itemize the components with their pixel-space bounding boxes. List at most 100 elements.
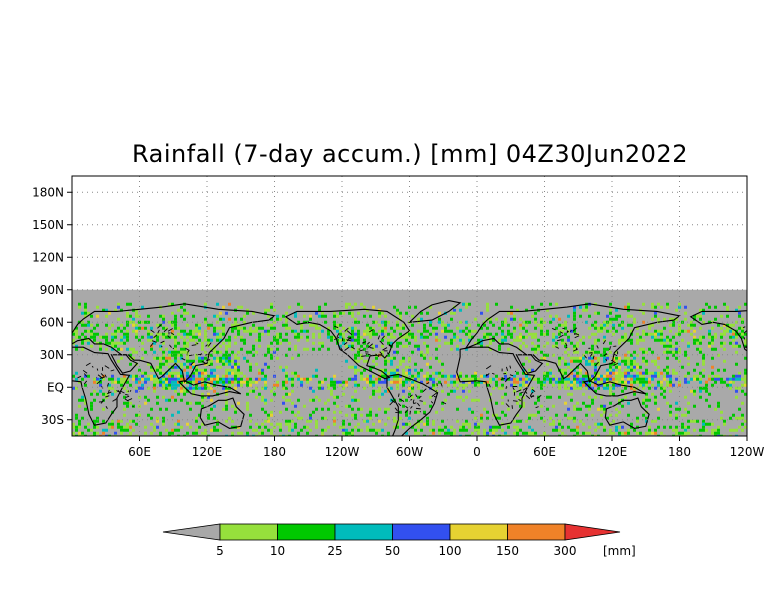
rain-cell	[96, 332, 99, 336]
rain-cell	[192, 338, 195, 342]
rain-cell	[426, 380, 429, 384]
rain-cell	[645, 350, 648, 354]
rain-cell	[636, 371, 639, 375]
rain-cell	[669, 344, 672, 348]
rain-cell	[81, 416, 84, 420]
rain-cell	[129, 431, 132, 435]
rain-cell	[228, 356, 231, 360]
rain-cell	[183, 329, 186, 333]
border-segment	[205, 344, 208, 347]
rain-cell	[369, 407, 372, 411]
rain-cell	[159, 356, 162, 360]
rain-cell	[654, 311, 657, 315]
rain-cell	[279, 365, 282, 369]
rain-cell	[615, 365, 618, 369]
rain-cell	[387, 341, 390, 345]
rain-cell	[174, 422, 177, 426]
rain-cell	[561, 425, 564, 429]
rain-cell	[633, 392, 636, 396]
rain-cell	[126, 323, 129, 327]
rain-cell	[213, 404, 216, 408]
rain-cell	[186, 389, 189, 393]
rain-cell	[630, 329, 633, 333]
rain-cell	[75, 413, 78, 417]
rain-cell	[636, 374, 639, 378]
rain-cell	[705, 383, 708, 387]
rain-cell	[453, 335, 456, 339]
rain-cell	[702, 362, 705, 366]
rain-cell	[435, 371, 438, 375]
rain-cell	[231, 323, 234, 327]
rain-cell	[573, 305, 576, 309]
rain-cell	[654, 362, 657, 366]
rain-cell	[81, 332, 84, 336]
rain-cell	[189, 380, 192, 384]
rain-cell	[258, 335, 261, 339]
rain-cell	[288, 392, 291, 396]
rain-cell	[720, 410, 723, 414]
border-segment	[602, 339, 606, 345]
rain-cell	[195, 377, 198, 381]
rain-cell	[174, 356, 177, 360]
rain-cell	[390, 380, 393, 384]
rain-cell	[174, 362, 177, 366]
rain-cell	[234, 317, 237, 321]
rain-cell	[729, 416, 732, 420]
rain-cell	[141, 335, 144, 339]
rain-cell	[135, 413, 138, 417]
rain-cell	[519, 392, 522, 396]
rain-cell	[549, 368, 552, 372]
rain-cell	[654, 428, 657, 432]
rain-cell	[348, 434, 351, 436]
rain-cell	[633, 317, 636, 321]
rain-cell	[492, 431, 495, 435]
rain-cell	[198, 380, 201, 384]
rain-cell	[723, 329, 726, 333]
rain-cell	[123, 335, 126, 339]
rain-cell	[339, 425, 342, 429]
rain-cell	[213, 326, 216, 330]
colorbar-label: 5	[216, 544, 224, 558]
rain-cell	[645, 431, 648, 435]
rain-cell	[411, 314, 414, 318]
rain-cell	[354, 368, 357, 372]
rain-cell	[642, 386, 645, 390]
rain-cell	[516, 371, 519, 375]
rain-cell	[402, 371, 405, 375]
rain-cell	[441, 428, 444, 432]
rain-cell	[564, 386, 567, 390]
rain-cell	[429, 332, 432, 336]
rain-cell	[657, 302, 660, 306]
rain-cell	[588, 374, 591, 378]
rain-cell	[525, 344, 528, 348]
rain-cell	[117, 359, 120, 363]
rain-cell	[414, 344, 417, 348]
rain-cell	[339, 338, 342, 342]
rain-cell	[126, 329, 129, 333]
rain-cell	[276, 380, 279, 384]
rain-cell	[222, 356, 225, 360]
rain-cell	[408, 422, 411, 426]
rain-cell	[141, 341, 144, 345]
rain-cell	[657, 425, 660, 429]
rain-cell	[336, 395, 339, 399]
rain-cell	[597, 326, 600, 330]
rain-cell	[405, 380, 408, 384]
rain-cell	[603, 350, 606, 354]
rain-cell	[441, 323, 444, 327]
rain-cell	[657, 407, 660, 411]
rain-cell	[174, 398, 177, 402]
rain-cell	[387, 338, 390, 342]
rain-cell	[267, 428, 270, 432]
rain-cell	[222, 332, 225, 336]
rain-cell	[483, 434, 486, 436]
rain-cell	[222, 362, 225, 366]
rain-cell	[384, 377, 387, 381]
rain-cell	[609, 374, 612, 378]
border-segment	[96, 379, 102, 385]
rain-cell	[498, 425, 501, 429]
rain-cell	[618, 377, 621, 381]
rain-cell	[672, 434, 675, 436]
rain-cell	[600, 380, 603, 384]
rain-cell	[675, 434, 678, 436]
